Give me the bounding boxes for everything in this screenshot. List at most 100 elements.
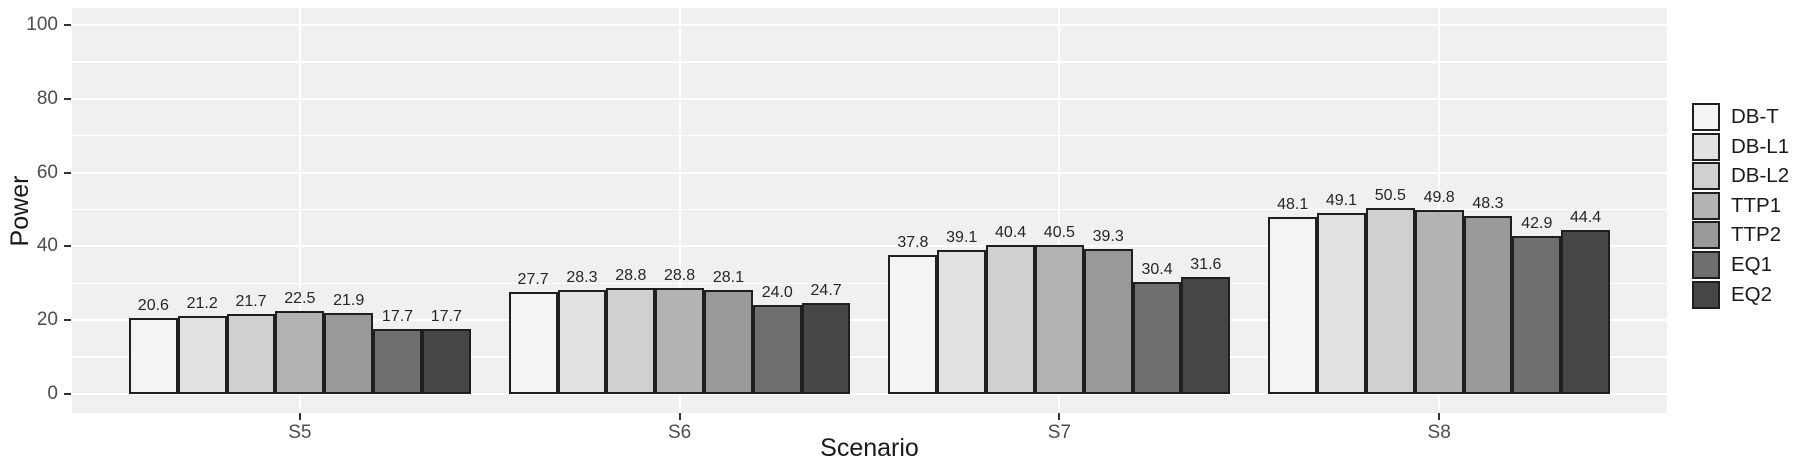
gridline-minor-y10 [72,356,1667,358]
legend-entry-DB-T: DB-T [1692,103,1789,131]
gridline-major-y80 [72,97,1667,100]
bar-value-label-DB-L2-S6: 28.8 [615,266,647,284]
bar-value-label-EQ2-S5: 17.7 [430,307,462,325]
bar-DB-L2-S8 [1365,207,1415,394]
gridline-minor-y30 [72,282,1667,285]
legend-key-DB-L2 [1692,162,1720,191]
legend-label-DB-L1: DB-L1 [1731,134,1790,158]
y-tick-0 [64,393,71,395]
bar-value-label-DB-L2-S8: 50.5 [1374,186,1406,204]
bar-value-label-EQ1-S6: 24.0 [761,284,793,302]
y-tick-label-100: 100 [26,14,58,35]
bar-TTP2-S6 [704,290,753,394]
bar-value-label-DB-T-S6: 27.7 [517,270,549,288]
bar-value-label-EQ2-S7: 31.6 [1190,256,1222,274]
bar-value-label-TTP2-S5: 21.9 [333,292,365,310]
bar-value-label-TTP2-S7: 39.3 [1092,227,1124,245]
bar-value-label-TTP2-S6: 28.1 [712,269,744,287]
bar-TTP1-S5 [275,310,325,394]
bar-DB-L1-S8 [1317,212,1366,394]
y-tick-60 [64,171,71,174]
bar-TTP1-S6 [655,287,705,394]
y-tick-label-20: 20 [36,309,58,331]
bar-value-label-EQ1-S8: 42.9 [1521,214,1553,232]
x-tick-S5 [298,413,301,420]
bar-value-label-DB-L1-S8: 49.1 [1325,191,1358,209]
legend: DB-T DB-L1 DB-L2 TTP1 TTP2 EQ1 EQ2 [1692,103,1789,310]
y-tick-20 [64,319,71,322]
bar-value-label-TTP1-S7: 40.5 [1043,223,1075,241]
bar-value-label-TTP2-S8: 48.3 [1472,194,1504,212]
y-tick-label-80: 80 [36,87,58,109]
bar-value-label-TTP1-S6: 28.8 [664,266,696,284]
bar-TTP1-S7 [1034,244,1084,394]
bar-value-label-DB-L1-S7: 39.1 [946,228,978,246]
legend-entry-TTP1: TTP1 [1692,191,1789,220]
gridline-minor-y50 [72,208,1667,211]
bar-DB-L1-S6 [557,289,607,394]
legend-key-EQ1 [1692,250,1720,279]
legend-key-TTP1 [1692,191,1720,220]
gridline-vertical-S6 [678,8,681,413]
gridline-vertical-S7 [1058,8,1061,413]
legend-label-EQ2: EQ2 [1731,282,1773,306]
gridline-major-y0 [72,392,1667,396]
bar-value-label-DB-L1-S6: 28.3 [566,268,598,286]
gridline-major-y100 [72,23,1667,27]
bar-TTP2-S8 [1463,215,1513,394]
bar-DB-L1-S7 [937,249,987,394]
legend-entry-TTP2: TTP2 [1692,221,1789,250]
x-axis-title: Scenario [820,434,919,462]
bar-DB-T-S5 [128,318,178,394]
x-tick-S6 [678,413,681,420]
bar-TTP1-S8 [1414,210,1464,394]
bar-value-label-EQ2-S8: 44.4 [1570,209,1602,227]
y-tick-label-40: 40 [36,235,58,257]
x-tick-S8 [1438,413,1441,420]
legend-label-DB-L2: DB-L2 [1731,164,1790,188]
gridline-major-y60 [72,171,1667,174]
bar-EQ1-S7 [1132,281,1182,394]
y-tick-label-0: 0 [47,383,58,404]
bar-DB-T-S7 [888,254,938,394]
legend-label-DB-T: DB-T [1731,105,1779,128]
bar-DB-L2-S6 [606,287,656,394]
plot-panel: 20.6 21.2 21.7 22.5 21.9 17.7 17.7 27.7 28.3 28.8… [72,8,1667,413]
legend-entry-DB-L1: DB-L1 [1692,132,1790,161]
bar-EQ2-S5 [421,328,471,394]
y-tick-40 [64,245,71,248]
legend-key-EQ2 [1692,280,1720,309]
bar-DB-L1-S5 [177,315,227,394]
legend-key-TTP2 [1692,221,1720,250]
bar-EQ2-S8 [1561,230,1611,394]
gridline-minor-y90 [72,61,1667,63]
bar-value-label-TTP1-S5: 22.5 [284,289,316,307]
x-tick-label-S8: S8 [1427,422,1451,443]
gridline-major-y40 [72,245,1667,248]
x-tick-label-S7: S7 [1047,422,1071,443]
x-tick-label-S6: S6 [667,422,692,443]
bar-DB-L2-S7 [986,244,1035,394]
x-tick-label-S5: S5 [288,422,312,443]
bar-TTP2-S7 [1083,248,1133,394]
bar-TTP2-S5 [324,313,374,394]
bar-value-label-DB-T-S8: 48.1 [1277,195,1309,213]
legend-entry-EQ2: EQ2 [1692,280,1789,309]
gridline-minor-y70 [72,134,1667,137]
bar-EQ1-S5 [373,328,422,394]
bar-EQ2-S7 [1181,277,1231,394]
bar-value-label-DB-T-S7: 37.8 [897,233,929,251]
bar-value-label-EQ1-S7: 30.4 [1141,260,1173,278]
legend-label-TTP1: TTP1 [1731,193,1782,217]
bar-value-label-DB-L2-S7: 40.4 [994,223,1027,241]
bar-DB-T-S6 [508,291,558,394]
legend-entry-DB-L2: DB-L2 [1692,162,1790,191]
bar-value-label-DB-L1-S5: 21.2 [186,294,218,312]
bar-EQ1-S8 [1512,235,1562,394]
bar-value-label-EQ1-S5: 17.7 [381,307,414,325]
legend-entry-EQ1: EQ1 [1692,250,1789,279]
legend-key-DB-T [1692,103,1720,131]
gridline-major-y20 [72,319,1667,322]
bar-EQ2-S6 [801,302,851,394]
